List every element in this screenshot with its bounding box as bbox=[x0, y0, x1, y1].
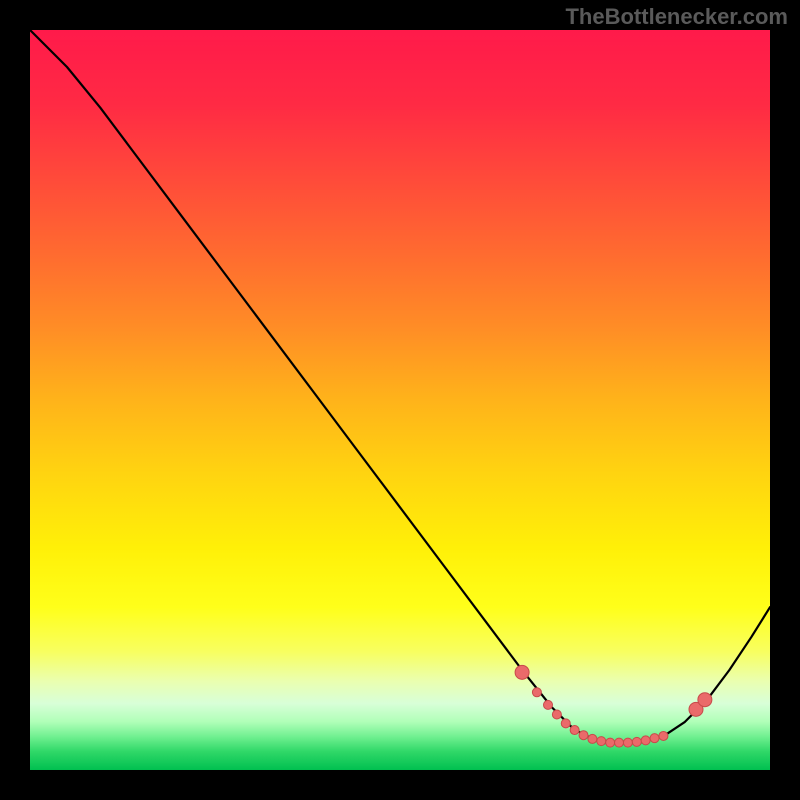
marker-point bbox=[606, 738, 615, 747]
markers-group bbox=[515, 665, 712, 747]
marker-point bbox=[561, 719, 570, 728]
marker-point bbox=[552, 710, 561, 719]
marker-point bbox=[698, 693, 712, 707]
marker-point bbox=[515, 665, 529, 679]
curve-layer bbox=[30, 30, 770, 770]
marker-point bbox=[597, 737, 606, 746]
marker-point bbox=[641, 736, 650, 745]
marker-point bbox=[650, 734, 659, 743]
marker-point bbox=[659, 731, 668, 740]
plot-area bbox=[30, 30, 770, 770]
watermark-text: TheBottlenecker.com bbox=[565, 4, 788, 30]
marker-point bbox=[588, 734, 597, 743]
main-curve bbox=[30, 30, 770, 743]
marker-point bbox=[532, 688, 541, 697]
marker-point bbox=[544, 700, 553, 709]
marker-point bbox=[623, 738, 632, 747]
marker-point bbox=[632, 737, 641, 746]
marker-point bbox=[570, 726, 579, 735]
marker-point bbox=[615, 738, 624, 747]
marker-point bbox=[579, 731, 588, 740]
